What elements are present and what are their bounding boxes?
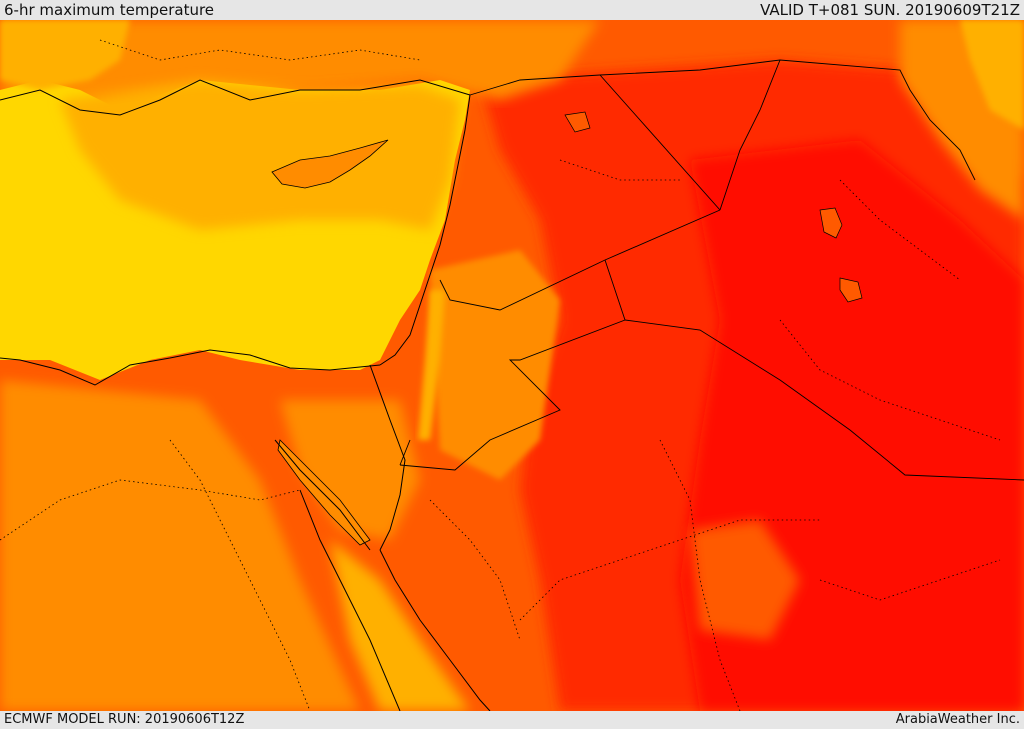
temperature-map[interactable] — [0, 20, 1024, 711]
map-canvas — [0, 20, 1024, 711]
country-borders — [399, 59, 1024, 481]
temp-zone-sinai — [280, 400, 420, 540]
temp-zone-red-sea-coast — [330, 540, 470, 711]
mediterranean-east-halo — [60, 80, 460, 230]
jordan-valley — [418, 290, 445, 440]
lake-assad — [564, 111, 591, 133]
coastlines — [0, 79, 491, 711]
footer-bar: ECMWF MODEL RUN: 20190606T12Z ArabiaWeat… — [0, 711, 1024, 729]
province-lines — [0, 39, 1001, 711]
model-run-label: ECMWF MODEL RUN: 20190606T12Z — [4, 712, 245, 727]
credit-label: ArabiaWeather Inc. — [895, 712, 1020, 727]
temp-zone-southwest — [0, 380, 360, 711]
header-bar: 6-hr maximum temperature VALID T+081 SUN… — [0, 0, 1024, 20]
temp-zone-eastern-patch — [690, 520, 800, 640]
temp-zone-zagros-peaks — [960, 20, 1024, 130]
cyprus-island — [271, 139, 389, 189]
lake-tharthar — [819, 207, 843, 239]
temp-zone-turkey — [0, 20, 600, 100]
valid-time-label: VALID T+081 SUN. 20190609T21Z — [760, 1, 1020, 19]
aegean-coast — [0, 20, 130, 90]
map-title: 6-hr maximum temperature — [4, 1, 215, 19]
lake-razzaza — [839, 277, 863, 303]
temp-zone-jordan-highlands — [430, 250, 560, 480]
